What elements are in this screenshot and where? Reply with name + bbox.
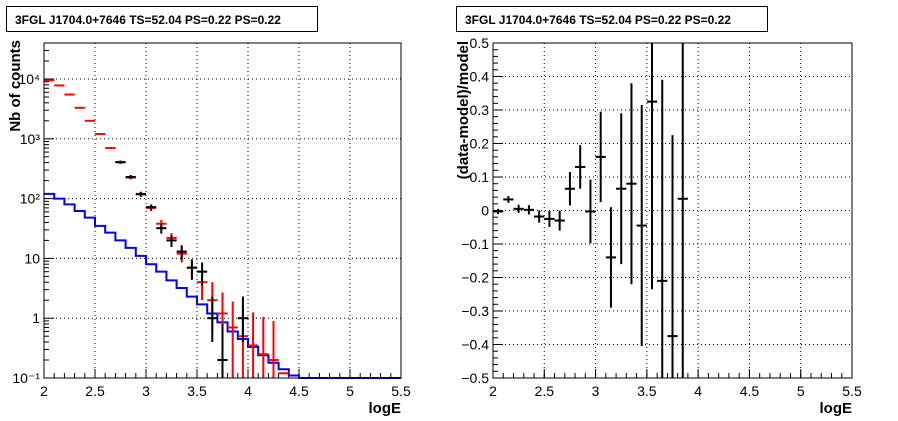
residuals-y-tick-label: −0.5 [461, 370, 489, 386]
counts-y-tick-label: 1 [32, 310, 40, 326]
residuals-y-axis-label: (data-model)/model [455, 41, 472, 179]
residuals-y-tick-label: 0 [481, 203, 489, 219]
residuals-y-tick-label: 0.2 [470, 136, 490, 152]
residuals-y-tick-label: −0.1 [461, 236, 489, 252]
counts-x-tick-label: 5.5 [391, 383, 411, 399]
residuals-x-tick-label: 2 [489, 383, 497, 399]
residuals-x-tick-label: 4.5 [740, 383, 760, 399]
counts-x-tick-label: 2 [40, 383, 48, 399]
residuals-x-tick-label: 3 [592, 383, 600, 399]
counts-x-tick-label: 4 [244, 383, 252, 399]
residuals-y-tick-label: 0.1 [470, 169, 490, 185]
counts-y-tick-label: 10 [24, 250, 40, 266]
counts-x-axis-label: logE [369, 400, 402, 417]
counts-y-tick-label: 10⁻¹ [12, 370, 40, 386]
residuals-x-tick-label: 4 [694, 383, 702, 399]
counts-x-tick-label: 3 [142, 383, 150, 399]
residuals-y-tick-label: −0.4 [461, 337, 489, 353]
counts-x-tick-label: 3.5 [187, 383, 207, 399]
residuals-y-tick-label: 0.3 [470, 102, 490, 118]
counts-frame [43, 42, 402, 379]
residuals-x-axis-label: logE [820, 400, 853, 417]
residuals-frame [492, 42, 853, 379]
residuals-x-tick-label: 3.5 [637, 383, 657, 399]
counts-panel: 2 2.5 3 3.5 4 4.5 5 5.5 10⁻¹ 1 10 10² 10³ 10⁴ logE Nb o… [7, 40, 411, 417]
residuals-x-tick-label: 5 [797, 383, 805, 399]
residuals-chart-title: 3FGL J1704.0+7646 TS=52.04 PS=0.22 PS=0.… [456, 6, 768, 32]
residuals-y-tick-label: 0.4 [470, 69, 490, 85]
counts-chart-title: 3FGL J1704.0+7646 TS=52.04 PS=0.22 PS=0.… [6, 6, 318, 32]
counts-y-axis-label: Nb of counts [7, 40, 24, 132]
counts-y-tick-label: 10⁴ [18, 71, 40, 87]
residuals-panel: 2 2.5 3 3.5 4 4.5 5 5.5 −0.5 −0.4 −0.3 −0.2 −0.1 0 0.1… [455, 35, 862, 417]
counts-x-tick-label: 5 [346, 383, 354, 399]
counts-y-tick-label: 10³ [20, 131, 41, 147]
counts-y-tick-label: 10² [20, 191, 41, 207]
counts-x-tick-label: 2.5 [85, 383, 105, 399]
residuals-x-tick-label: 5.5 [842, 383, 862, 399]
residuals-x-tick-label: 2.5 [535, 383, 555, 399]
counts-x-tick-label: 4.5 [289, 383, 309, 399]
residuals-y-tick-label: −0.2 [461, 270, 489, 286]
residuals-y-tick-label: −0.3 [461, 303, 489, 319]
residuals-y-tick-label: 0.5 [470, 35, 490, 51]
